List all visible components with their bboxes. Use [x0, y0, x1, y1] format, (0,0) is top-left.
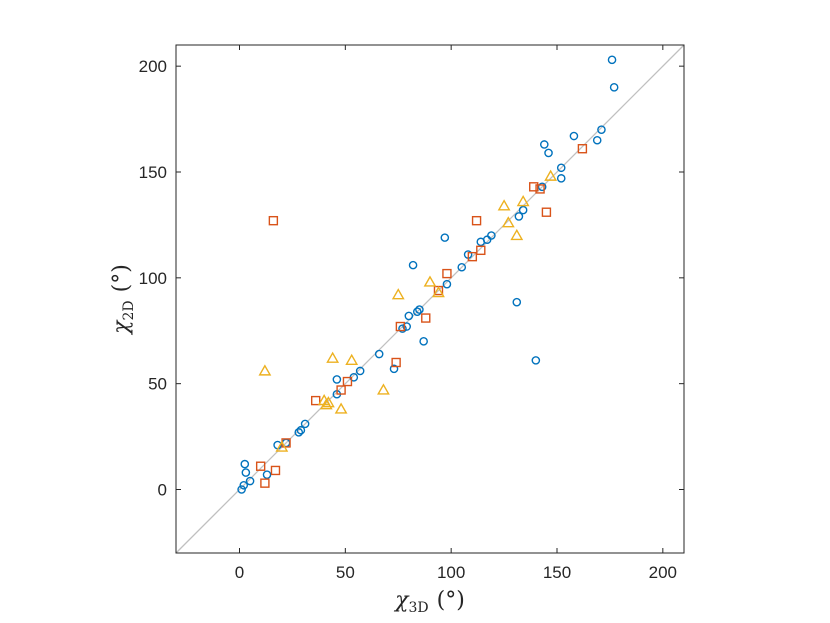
circle-point: [531, 356, 541, 365]
square-point: [311, 395, 321, 406]
triangle-point: [345, 353, 359, 365]
reference-line-layer: [175, 44, 685, 554]
square-point: [471, 215, 482, 226]
circle-point: [556, 174, 566, 183]
triangle-point: [258, 364, 272, 376]
circle-point: [300, 419, 310, 429]
circle-point: [569, 131, 579, 141]
triangle-point: [275, 440, 289, 452]
x-axis-label: χ3D (°): [393, 588, 465, 616]
circle-point: [241, 468, 251, 477]
triangle-point: [319, 398, 333, 410]
circle-point: [294, 428, 304, 437]
triangle-point: [377, 383, 390, 395]
triangle-point: [326, 351, 340, 363]
square-point: [268, 215, 279, 226]
circle-point: [597, 125, 606, 134]
circle-point: [518, 205, 528, 215]
square-point: [270, 465, 281, 476]
circle-point: [537, 182, 547, 192]
circle-point: [544, 148, 553, 158]
identity-line: [175, 44, 685, 554]
x-tick-label: 50: [336, 563, 355, 582]
x-axis-symbol: χ: [393, 588, 410, 613]
circle-point: [296, 425, 306, 435]
circle-point: [245, 476, 255, 486]
y-axis-subscript: 2D: [121, 300, 137, 320]
circle-point: [592, 135, 602, 145]
square-point: [535, 184, 545, 194]
circle-point: [415, 305, 424, 314]
square-point: [260, 478, 270, 488]
y-tick-label: 200: [139, 57, 167, 76]
circle-point: [442, 279, 452, 289]
square-point: [442, 268, 452, 279]
x-axis-subscript: 3D: [409, 600, 429, 616]
circle-point: [607, 55, 617, 65]
square-point: [476, 245, 486, 256]
square-point: [342, 376, 353, 387]
circle-point: [540, 140, 549, 149]
square-point: [336, 385, 346, 395]
circle-point: [487, 231, 496, 240]
circle-point: [408, 260, 418, 270]
circle-point: [332, 375, 342, 384]
square-point: [467, 251, 478, 262]
circle-point: [398, 324, 407, 333]
x-tick-label: 200: [649, 563, 677, 582]
circle-point: [609, 83, 619, 92]
triangle-point: [501, 216, 515, 228]
triangle-point: [432, 286, 445, 298]
triangle-point: [321, 396, 335, 408]
circle-point: [404, 311, 414, 321]
circle-point: [239, 480, 249, 490]
circle-point: [374, 349, 384, 359]
square-point: [577, 144, 588, 154]
triangle-point: [334, 402, 348, 414]
square-point: [391, 357, 401, 368]
y-axis-unit: (°): [109, 264, 134, 292]
square-point: [255, 461, 266, 471]
circle-point: [389, 364, 399, 374]
y-axis-label: χ2D (°): [109, 264, 137, 336]
square-point: [529, 182, 539, 192]
square-point: [541, 207, 552, 217]
triangle-point: [391, 288, 405, 300]
circle-point: [237, 485, 246, 494]
circle-point: [240, 459, 250, 469]
y-axis-symbol: χ: [109, 319, 134, 336]
circle-point: [355, 366, 365, 376]
axes-box: [175, 44, 685, 554]
x-tick-label: 100: [437, 563, 465, 582]
ticks-layer: 0 50 100 150 200 0 50 100 150 200: [139, 45, 684, 582]
circle-point: [514, 212, 524, 221]
x-tick-label: 150: [543, 563, 571, 582]
circle-point: [556, 163, 566, 173]
circle-point: [419, 337, 428, 346]
square-point: [421, 313, 431, 323]
triangle-point: [497, 199, 511, 211]
triangle-point: [516, 195, 530, 207]
circle-point: [262, 470, 272, 479]
x-axis-unit: (°): [437, 588, 465, 613]
triangle-point: [544, 169, 558, 181]
triangle-point: [510, 228, 524, 241]
y-tick-label: 0: [158, 481, 167, 500]
points-layer: [237, 55, 619, 494]
triangle-point: [423, 275, 437, 287]
square-point: [395, 321, 406, 332]
circle-point: [440, 233, 450, 242]
y-tick-label: 150: [139, 163, 167, 182]
circle-point: [412, 307, 422, 317]
circle-point: [512, 297, 522, 307]
circle-point: [457, 262, 467, 272]
y-tick-label: 100: [139, 269, 167, 288]
y-tick-label: 50: [148, 375, 167, 394]
x-tick-label: 0: [235, 563, 244, 582]
circle-point: [402, 322, 412, 331]
